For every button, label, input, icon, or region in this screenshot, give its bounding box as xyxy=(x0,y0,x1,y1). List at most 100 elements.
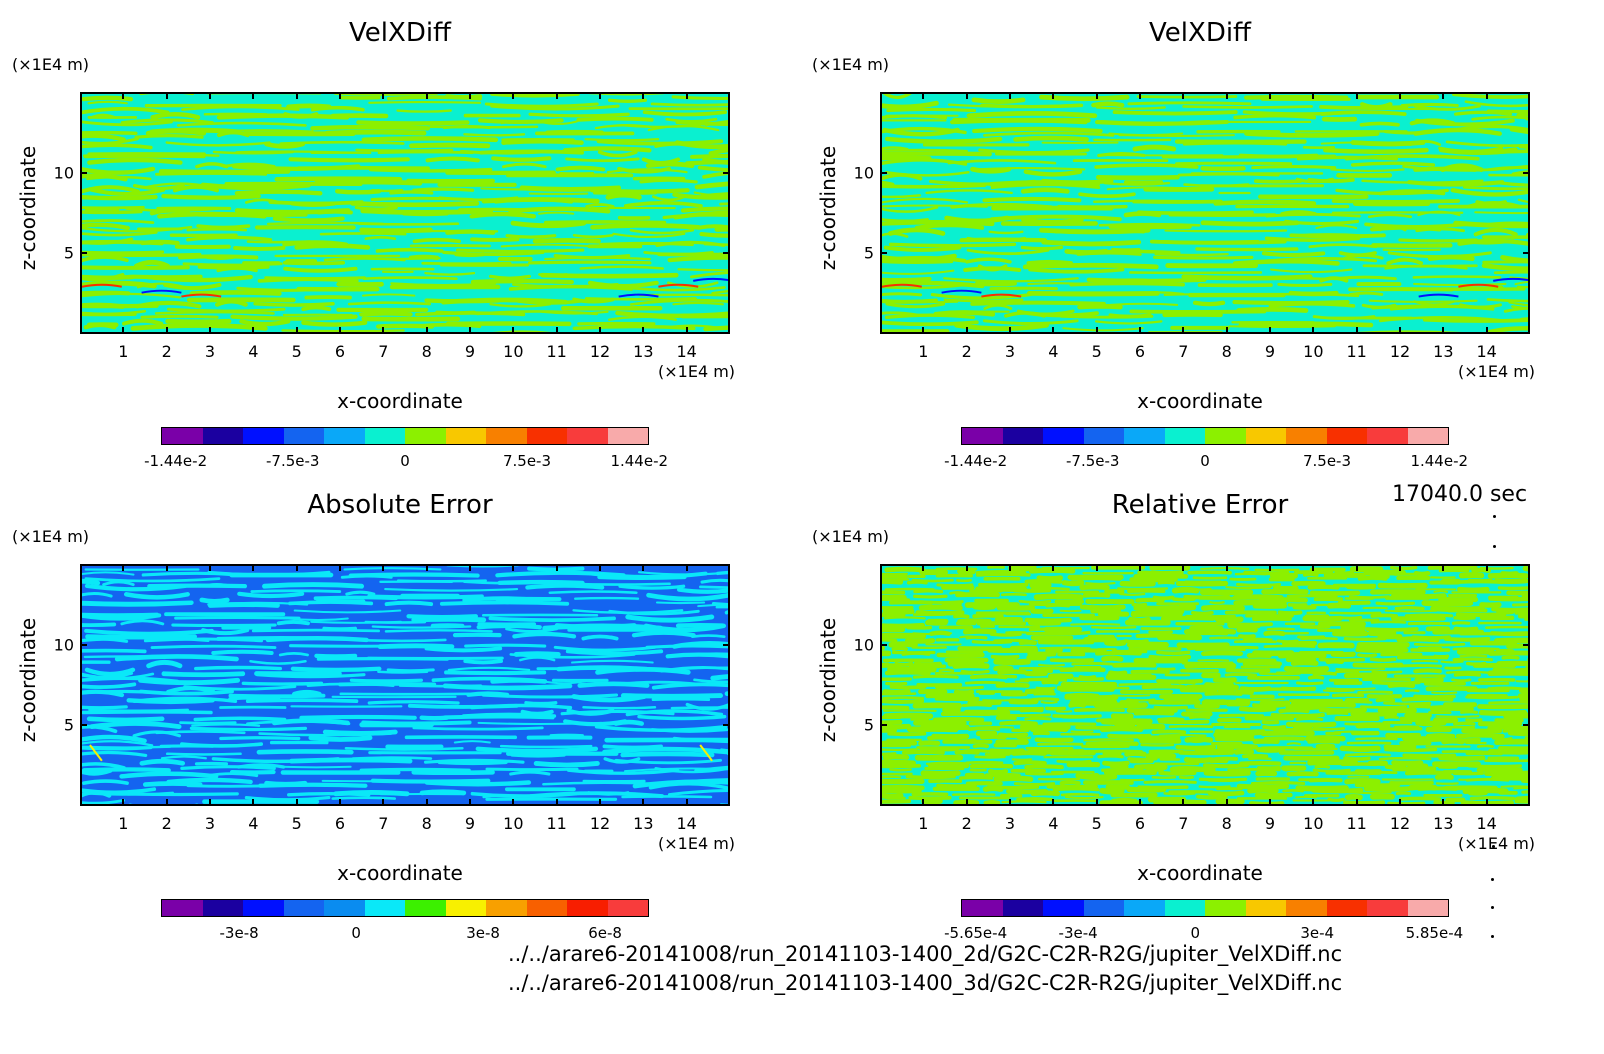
marker-dot xyxy=(1491,935,1494,938)
y-axis-label: z-coordinate xyxy=(816,617,840,743)
x-tick-label: 5 xyxy=(1091,814,1102,833)
colorbar-tick-label: 0 xyxy=(1200,452,1210,470)
marker-dot xyxy=(1493,515,1496,518)
x-axis-unit: (×1E4 m) xyxy=(658,834,736,853)
x-tick-label: 10 xyxy=(1303,814,1324,833)
colorbar-tick-label: 7.5e-3 xyxy=(1302,452,1352,470)
colorbar-swatch xyxy=(364,900,405,916)
colorbar-tick-label: -7.5e-3 xyxy=(266,452,320,470)
x-axis-label: x-coordinate xyxy=(337,389,463,413)
colorbar xyxy=(961,899,1449,917)
colorbar-tick-label: -1.44e-2 xyxy=(144,452,208,470)
chart-panel-1: VelXDiff (×1E4 m) z-coordinate 1 2 3 4 5 6 7 8 9 10 1… xyxy=(0,0,800,480)
x-tick-label: 1 xyxy=(118,342,129,361)
x-tick-label: 6 xyxy=(334,814,346,833)
x-tick-label: 8 xyxy=(421,342,432,361)
colorbar-swatch xyxy=(445,428,486,444)
x-tick-label: 13 xyxy=(1433,814,1454,833)
y-tick-label: 5 xyxy=(863,715,874,735)
colorbar-swatch xyxy=(1205,900,1246,916)
x-tick-label: 12 xyxy=(1389,814,1411,833)
x-tick-label: 8 xyxy=(1221,342,1232,361)
x-tick-label: 11 xyxy=(1346,342,1367,361)
x-tick-label: 13 xyxy=(633,814,654,833)
x-axis-label: x-coordinate xyxy=(1137,389,1263,413)
contour-field xyxy=(82,566,728,804)
colorbar-swatch xyxy=(962,900,1003,916)
x-tick-label: 3 xyxy=(1004,814,1016,833)
marker-dot xyxy=(1492,845,1495,848)
x-tick-label: 8 xyxy=(1221,814,1232,833)
chart-panel-2: VelXDiff (×1E4 m) z-coordinate 1 2 3 4 5 6 7 8 9 10 1… xyxy=(800,0,1600,480)
file-path-3d: ../../arare6-20141008/run_20141103-1400_… xyxy=(508,971,1343,995)
colorbar-swatch xyxy=(1407,428,1448,444)
colorbar-tick-label: -7.5e-3 xyxy=(1066,452,1120,470)
colorbar-tick-label: 6e-8 xyxy=(588,924,622,942)
x-tick-label: 12 xyxy=(1389,342,1411,361)
colorbar-swatch xyxy=(1043,900,1084,916)
x-tick-label: 2 xyxy=(961,814,972,833)
x-tick-label: 7 xyxy=(1178,814,1189,833)
marker-dot xyxy=(1491,906,1494,909)
colorbar-ticks: -3e-8 0 3e-8 6e-8 xyxy=(161,924,649,944)
y-axis-label: z-coordinate xyxy=(16,145,40,271)
chart-title: Relative Error xyxy=(1111,490,1289,520)
x-tick-label: 4 xyxy=(248,814,259,833)
chart-panel-3: Absolute Error (×1E4 m) z-coordinate 1 2 3 4 5 6… xyxy=(0,472,800,952)
x-tick-label: 2 xyxy=(161,342,172,361)
y-tick-label: 5 xyxy=(63,243,74,263)
colorbar-swatch xyxy=(162,428,203,444)
colorbar-tick-label: 5.85e-4 xyxy=(1405,924,1464,942)
x-tick-label: 9 xyxy=(464,814,476,833)
chart-title: Absolute Error xyxy=(307,490,493,520)
x-tick-label: 9 xyxy=(464,342,476,361)
colorbar-swatch xyxy=(283,428,324,444)
x-tick-label: 11 xyxy=(546,342,567,361)
x-tick-label: 1 xyxy=(918,814,929,833)
plot-area xyxy=(80,564,730,806)
colorbar-swatch xyxy=(1367,428,1408,444)
colorbar-swatch xyxy=(243,900,284,916)
colorbar-swatch xyxy=(567,428,608,444)
x-tick-label: 2 xyxy=(161,814,172,833)
colorbar-tick-label: 7.5e-3 xyxy=(502,452,552,470)
y-axis-unit: (×1E4 m) xyxy=(812,527,890,546)
colorbar-swatch xyxy=(567,900,608,916)
colorbar-swatch xyxy=(1326,428,1367,444)
field-stripes xyxy=(82,566,728,804)
x-tick-label: 1 xyxy=(118,814,129,833)
colorbar-swatch xyxy=(243,428,284,444)
colorbar-swatch xyxy=(364,428,405,444)
y-axis-unit: (×1E4 m) xyxy=(12,527,90,546)
x-tick-label: 13 xyxy=(1433,342,1454,361)
x-tick-label: 7 xyxy=(378,814,389,833)
colorbar-swatch xyxy=(1083,900,1124,916)
x-tick-label: 10 xyxy=(503,814,524,833)
x-tick-label: 11 xyxy=(546,814,567,833)
y-axis-label: z-coordinate xyxy=(816,145,840,271)
x-tick-label: 9 xyxy=(1264,814,1276,833)
y-tick-label: 10 xyxy=(853,635,874,655)
colorbar-swatch xyxy=(1002,428,1043,444)
x-tick-label: 14 xyxy=(676,814,697,833)
colorbar-ticks: -5.65e-4 -3e-4 0 3e-4 5.85e-4 xyxy=(944,924,1463,944)
x-tick-label: 7 xyxy=(378,342,389,361)
field-stripes xyxy=(882,566,1528,804)
colorbar-tick-label: 1.44e-2 xyxy=(610,452,669,470)
y-tick-label: 10 xyxy=(853,163,874,183)
colorbar-swatch xyxy=(1043,428,1084,444)
x-tick-label: 12 xyxy=(589,814,611,833)
x-tick-label: 9 xyxy=(1264,342,1276,361)
colorbar-swatch xyxy=(1164,900,1205,916)
colorbar-swatch xyxy=(486,428,527,444)
chart-panel-4: Relative Error (×1E4 m) z-coordinate 1 2 3 4 5 6… xyxy=(800,472,1600,952)
colorbar-swatch xyxy=(607,428,648,444)
colorbar-swatch xyxy=(1124,428,1165,444)
colorbar-tick-label: 3e-4 xyxy=(1300,924,1335,942)
colorbar-swatch xyxy=(486,900,527,916)
colorbar-swatch xyxy=(324,428,365,444)
x-tick-label: 2 xyxy=(961,342,972,361)
colorbar-swatch xyxy=(526,428,567,444)
colorbar-tick-label: 0 xyxy=(1190,924,1201,942)
x-tick-label: 5 xyxy=(291,814,302,833)
